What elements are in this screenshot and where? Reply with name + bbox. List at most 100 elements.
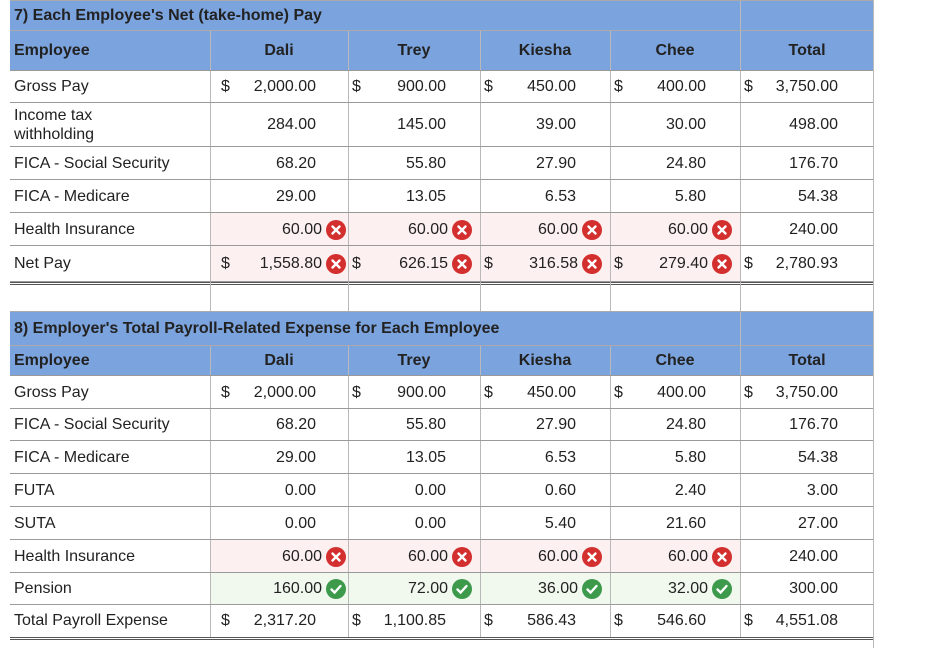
column-divider [610, 346, 611, 376]
cell-value[interactable]: 55.80 [348, 409, 446, 441]
cell-value[interactable]: 5.40 [480, 507, 576, 540]
cell-value[interactable]: 4,551.08 [740, 605, 838, 637]
cell-value[interactable]: 450.00 [480, 376, 576, 409]
cell-value[interactable]: 68.20 [210, 409, 316, 441]
cell-value[interactable]: 0.00 [210, 507, 316, 540]
cell-value[interactable]: 2,000.00 [210, 376, 316, 409]
cell-value[interactable]: 160.00 [210, 573, 346, 605]
cell-value[interactable]: 900.00 [348, 71, 446, 103]
cell-value[interactable]: 546.60 [610, 605, 706, 637]
cell-value[interactable]: 2,317.20 [210, 605, 316, 637]
cell-value[interactable]: 3.00 [740, 474, 838, 507]
cell-value[interactable]: 3,750.00 [740, 71, 838, 103]
currency-symbol: $ [352, 383, 361, 401]
cell-value[interactable]: 176.70 [740, 147, 838, 180]
cell-value[interactable]: 24.80 [610, 147, 706, 180]
column-divider [610, 147, 611, 180]
table-row: SUTA 0.00 0.00 5.40 21.60 27.00 [10, 506, 874, 540]
cell-value[interactable]: 24.80 [610, 409, 706, 441]
row-label: Income tax withholding [14, 107, 95, 143]
cell-value[interactable]: 13.05 [348, 441, 446, 474]
cell-value[interactable]: 60.00 [348, 540, 472, 573]
cell-value[interactable]: 6.53 [480, 180, 576, 213]
cell-value[interactable]: 284.00 [210, 103, 316, 147]
cell-value[interactable]: 279.40 [610, 246, 732, 282]
cell-value[interactable]: 60.00 [210, 540, 346, 573]
cell-value[interactable]: 60.00 [480, 540, 602, 573]
cell-value[interactable]: 316.58 [480, 246, 602, 282]
column-header: Dali [264, 352, 294, 369]
cell-value[interactable]: 27.00 [740, 507, 838, 540]
cell-value[interactable]: 0.00 [348, 507, 446, 540]
cell-value[interactable]: 21.60 [610, 507, 706, 540]
value-text: 30.00 [665, 116, 706, 133]
cell-value[interactable]: 0.00 [348, 474, 446, 507]
value-text: 2,317.20 [253, 612, 316, 629]
cell-value[interactable]: 72.00 [348, 573, 472, 605]
column-divider [740, 346, 741, 376]
cell-value[interactable]: 900.00 [348, 376, 446, 409]
cell-value[interactable]: 60.00 [210, 213, 346, 246]
cell-value[interactable]: 400.00 [610, 71, 706, 103]
cell-value[interactable]: 29.00 [210, 180, 316, 213]
table-row: Health Insurance 60.00 60.00 60.00 60.00 240.… [10, 212, 874, 246]
cell-value[interactable]: 6.53 [480, 441, 576, 474]
cell-value[interactable]: 300.00 [740, 573, 838, 605]
cell-value[interactable]: 626.15 [348, 246, 472, 282]
row-label: Health Insurance [14, 547, 135, 565]
cell-value[interactable]: 27.90 [480, 147, 576, 180]
column-divider [348, 147, 349, 180]
cell-value[interactable]: 27.90 [480, 409, 576, 441]
cell-value[interactable]: 1,558.80 [210, 246, 346, 282]
value-text: 450.00 [527, 78, 576, 95]
cell-value[interactable]: 5.80 [610, 180, 706, 213]
cell-value[interactable]: 1,100.85 [348, 605, 446, 637]
cell-value[interactable]: 13.05 [348, 180, 446, 213]
cell-value[interactable]: 240.00 [740, 540, 838, 573]
value-text: 626.15 [399, 255, 448, 272]
column-divider [740, 312, 741, 346]
cell-value[interactable]: 60.00 [348, 213, 472, 246]
cell-value[interactable]: 54.38 [740, 180, 838, 213]
value-text: 1,558.80 [259, 255, 322, 272]
cell-value[interactable]: 68.20 [210, 147, 316, 180]
cell-value[interactable]: 55.80 [348, 147, 446, 180]
cell-value[interactable]: 5.80 [610, 441, 706, 474]
cell-value[interactable]: 39.00 [480, 103, 576, 147]
cell-value[interactable]: 29.00 [210, 441, 316, 474]
column-divider [348, 474, 349, 507]
cell-value[interactable]: 145.00 [348, 103, 446, 147]
value-text: 400.00 [657, 383, 706, 401]
cell-value[interactable]: 2,000.00 [210, 71, 316, 103]
cell-value[interactable]: 0.60 [480, 474, 576, 507]
cell-value[interactable]: 400.00 [610, 376, 706, 409]
cell-value[interactable]: 2,780.93 [740, 246, 838, 282]
cell-value[interactable]: 36.00 [480, 573, 602, 605]
value-text: 68.20 [275, 416, 316, 433]
cell-value[interactable]: 0.00 [210, 474, 316, 507]
cell-value[interactable]: 498.00 [740, 103, 838, 147]
cell-value[interactable]: 60.00 [610, 540, 732, 573]
column-divider [480, 441, 481, 474]
currency-symbol: $ [221, 255, 230, 272]
cell-value[interactable]: 60.00 [610, 213, 732, 246]
cell-value[interactable]: 32.00 [610, 573, 732, 605]
cell-value[interactable]: 2.40 [610, 474, 706, 507]
cell-value[interactable]: 30.00 [610, 103, 706, 147]
table-row: FICA - Social Security 68.20 55.80 27.90 24.… [10, 146, 874, 180]
column-divider [740, 213, 741, 246]
currency-symbol: $ [352, 612, 361, 629]
cell-value[interactable]: 54.38 [740, 441, 838, 474]
currency-symbol: $ [484, 612, 493, 629]
cell-value[interactable]: 176.70 [740, 409, 838, 441]
cell-value[interactable]: 450.00 [480, 71, 576, 103]
value-text: 60.00 [667, 547, 708, 565]
value-text: 60.00 [281, 220, 322, 238]
value-text: 54.38 [797, 187, 838, 205]
cell-value[interactable]: 60.00 [480, 213, 602, 246]
value-text: 2.40 [674, 481, 706, 499]
cell-value[interactable]: 586.43 [480, 605, 576, 637]
cell-value[interactable]: 240.00 [740, 213, 838, 246]
section-title: 8) Employer's Total Payroll-Related Expe… [14, 320, 500, 337]
cell-value[interactable]: 3,750.00 [740, 376, 838, 409]
